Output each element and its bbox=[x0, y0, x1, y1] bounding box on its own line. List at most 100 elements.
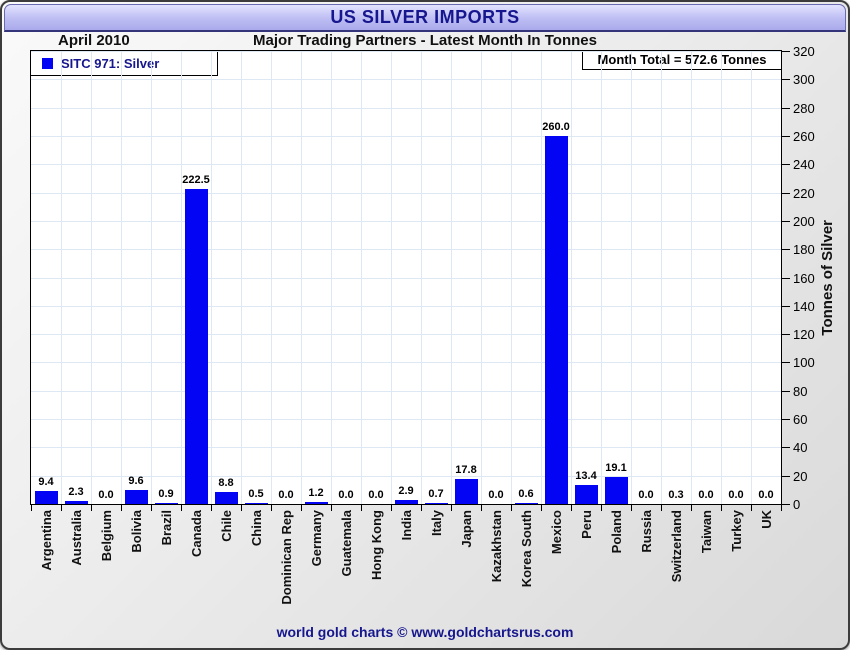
gridline-horizontal bbox=[31, 419, 781, 421]
x-tick-label: Argentina bbox=[38, 510, 54, 571]
x-tick-label-wrap: Kazakhstan bbox=[481, 510, 511, 640]
gridline-horizontal bbox=[31, 390, 781, 392]
x-tick bbox=[421, 505, 422, 511]
x-tick bbox=[451, 505, 452, 511]
x-tick bbox=[211, 505, 212, 511]
gridline-vertical bbox=[241, 51, 242, 504]
y-tick bbox=[782, 79, 790, 81]
bar-value-label: 0.9 bbox=[158, 488, 174, 500]
y-tick bbox=[782, 504, 790, 505]
gridline-vertical bbox=[391, 51, 392, 504]
gridline-vertical bbox=[691, 51, 692, 504]
y-tick-label: 200 bbox=[793, 213, 815, 229]
bar-value-label: 0.0 bbox=[98, 489, 114, 501]
x-tick-label: Hong Kong bbox=[368, 510, 384, 581]
bar-value-label: 19.1 bbox=[605, 462, 627, 474]
bar-value-label: 9.4 bbox=[38, 476, 54, 488]
x-tick-label-wrap: UK bbox=[751, 510, 781, 640]
bar bbox=[544, 136, 568, 504]
x-tick-label: Mexico bbox=[548, 510, 564, 555]
y-tick bbox=[782, 192, 790, 194]
bar bbox=[304, 502, 328, 504]
x-tick bbox=[241, 505, 242, 511]
x-tick-label: Australia bbox=[68, 510, 84, 566]
x-tick-label-wrap: Peru bbox=[571, 510, 601, 640]
x-tick-label: Dominican Rep bbox=[278, 510, 294, 605]
x-tick-label-wrap: Japan bbox=[451, 510, 481, 640]
y-tick-label: 0 bbox=[793, 497, 801, 512]
x-tick bbox=[91, 505, 92, 511]
gridline-vertical bbox=[481, 51, 482, 504]
bar-value-label: 0.0 bbox=[368, 489, 384, 501]
y-axis-title: Tonnes of Silver bbox=[818, 219, 836, 336]
x-tick-label-wrap: Chile bbox=[211, 510, 241, 640]
x-tick-label-wrap: Dominican Rep bbox=[271, 510, 301, 640]
bar-value-label: 1.2 bbox=[308, 487, 324, 499]
x-tick bbox=[781, 505, 782, 511]
bar-value-label: 17.8 bbox=[455, 464, 477, 476]
x-tick-label: Chile bbox=[218, 510, 234, 542]
x-tick-label: China bbox=[248, 510, 264, 547]
y-tick bbox=[782, 107, 790, 109]
bar bbox=[514, 503, 538, 504]
x-tick-label: Taiwan bbox=[698, 510, 714, 554]
gridline-vertical bbox=[61, 51, 62, 504]
x-tick bbox=[541, 505, 542, 511]
bar bbox=[34, 491, 58, 504]
gridline-horizontal bbox=[31, 79, 781, 81]
y-tick bbox=[782, 419, 790, 421]
x-tick-label-wrap: Brazil bbox=[151, 510, 181, 640]
x-tick-label: Kazakhstan bbox=[488, 510, 504, 583]
gridline-vertical bbox=[361, 51, 362, 504]
bar bbox=[154, 503, 178, 504]
x-tick-label-wrap: Bolivia bbox=[121, 510, 151, 640]
gridline-horizontal bbox=[31, 305, 781, 307]
x-tick-label-wrap: Belgium bbox=[91, 510, 121, 640]
gridline-horizontal bbox=[31, 249, 781, 251]
x-tick-label: Canada bbox=[188, 510, 204, 557]
gridline-vertical bbox=[211, 51, 212, 504]
y-tick bbox=[782, 164, 790, 166]
bar-value-label: 13.4 bbox=[575, 470, 597, 482]
bar bbox=[214, 492, 238, 504]
x-tick bbox=[31, 505, 32, 511]
x-tick bbox=[661, 505, 662, 511]
gridline-horizontal bbox=[31, 447, 781, 449]
bar-value-label: 2.9 bbox=[398, 485, 414, 497]
gridline-vertical bbox=[541, 51, 542, 504]
x-tick-label: Poland bbox=[608, 510, 624, 554]
x-tick bbox=[721, 505, 722, 511]
x-tick-label: UK bbox=[758, 510, 774, 529]
x-tick-label-wrap: Argentina bbox=[31, 510, 61, 640]
bar-value-label: 0.0 bbox=[698, 489, 714, 501]
x-tick bbox=[691, 505, 692, 511]
gridline-vertical bbox=[451, 51, 452, 504]
y-tick-label: 260 bbox=[793, 128, 815, 144]
x-tick-label-wrap: Poland bbox=[601, 510, 631, 640]
chart-subtitle: Major Trading Partners - Latest Month In… bbox=[253, 32, 597, 49]
gridline-vertical bbox=[661, 51, 662, 504]
gridline-vertical bbox=[421, 51, 422, 504]
bar bbox=[574, 485, 598, 504]
y-tick bbox=[782, 475, 790, 477]
legend-label: SITC 971: Silver bbox=[61, 55, 160, 71]
gridline-horizontal bbox=[31, 334, 781, 336]
y-tick-label: 20 bbox=[793, 468, 808, 484]
y-tick bbox=[782, 51, 790, 52]
y-tick bbox=[782, 135, 790, 137]
y-tick-label: 120 bbox=[793, 327, 815, 343]
y-tick-label: 140 bbox=[793, 298, 815, 314]
y-tick bbox=[782, 334, 790, 336]
x-tick bbox=[271, 505, 272, 511]
x-tick-label: Switzerland bbox=[668, 510, 684, 583]
gridline-horizontal bbox=[31, 362, 781, 364]
x-tick bbox=[631, 505, 632, 511]
x-tick bbox=[391, 505, 392, 511]
bar-value-label: 0.5 bbox=[248, 488, 264, 500]
footer-credit: world gold charts © www.goldchartsrus.co… bbox=[276, 624, 574, 640]
y-tick-label: 80 bbox=[793, 383, 808, 399]
chart-title: US SILVER IMPORTS bbox=[330, 7, 520, 27]
x-tick bbox=[571, 505, 572, 511]
x-tick-label-wrap: Turkey bbox=[721, 510, 751, 640]
